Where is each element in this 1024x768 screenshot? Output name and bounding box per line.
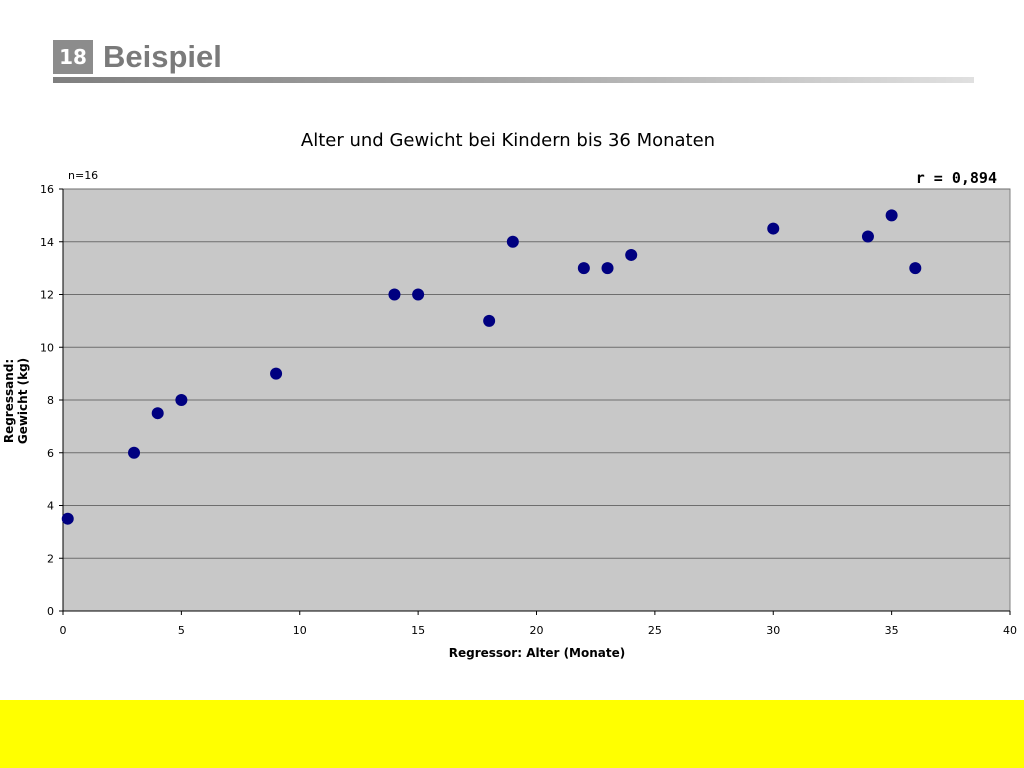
footer-band — [0, 700, 1024, 768]
slide-title: Beispiel — [103, 39, 222, 74]
data-point — [270, 367, 283, 380]
y-tick-label: 4 — [47, 500, 54, 513]
chart-title: Alter und Gewicht bei Kindern bis 36 Mon… — [301, 130, 715, 151]
y-tick-label: 2 — [47, 552, 54, 565]
data-point — [412, 288, 425, 301]
y-tick-label: 12 — [40, 289, 54, 302]
y-tick-label: 10 — [40, 341, 54, 354]
x-tick-label: 10 — [293, 624, 307, 637]
data-point — [625, 248, 638, 261]
data-point — [577, 262, 590, 275]
axes: 0 2 4 6 8 10 12 14 16 0 5 10 15 20 25 30 35 40 — [40, 183, 1017, 637]
data-points — [61, 209, 922, 525]
sample-size-label: n=16 — [68, 169, 98, 182]
data-point — [909, 262, 922, 275]
y-tick-label: 6 — [47, 447, 54, 460]
data-point — [128, 446, 141, 459]
x-tick-label: 5 — [178, 624, 185, 637]
slide-number: 18 — [53, 40, 93, 74]
y-tick-label: 14 — [40, 236, 54, 249]
data-point — [151, 407, 164, 420]
x-tick-label: 35 — [885, 624, 899, 637]
correlation-label: r = 0,894 — [916, 169, 997, 187]
data-point — [388, 288, 401, 301]
y-axis-title-line-1: Regressand: — [2, 359, 16, 443]
data-point — [767, 222, 780, 235]
data-point — [175, 394, 188, 406]
data-point — [483, 314, 496, 327]
x-tick-label: 30 — [766, 624, 780, 637]
x-tick-label: 15 — [411, 624, 425, 637]
x-tick-label: 20 — [530, 624, 544, 637]
data-point — [861, 230, 874, 243]
y-tick-label: 0 — [47, 605, 54, 618]
data-point — [506, 235, 519, 248]
x-tick-label: 25 — [648, 624, 662, 637]
y-axis-title-line-2: Gewicht (kg) — [16, 358, 30, 444]
x-tick-label: 40 — [1003, 624, 1017, 637]
data-point — [601, 262, 614, 275]
gridlines — [63, 188, 1010, 559]
title-underline — [53, 77, 974, 83]
scatter-chart: Alter und Gewicht bei Kindern bis 36 Mon… — [2, 130, 1017, 660]
x-axis-title: Regressor: Alter (Monate) — [449, 646, 626, 660]
x-tick-label: 0 — [60, 624, 67, 637]
y-tick-label: 8 — [47, 394, 54, 407]
y-axis-title: Regressand: Gewicht (kg) — [2, 358, 30, 444]
data-point — [61, 512, 74, 525]
data-point — [885, 209, 898, 222]
y-tick-label: 16 — [40, 183, 54, 196]
